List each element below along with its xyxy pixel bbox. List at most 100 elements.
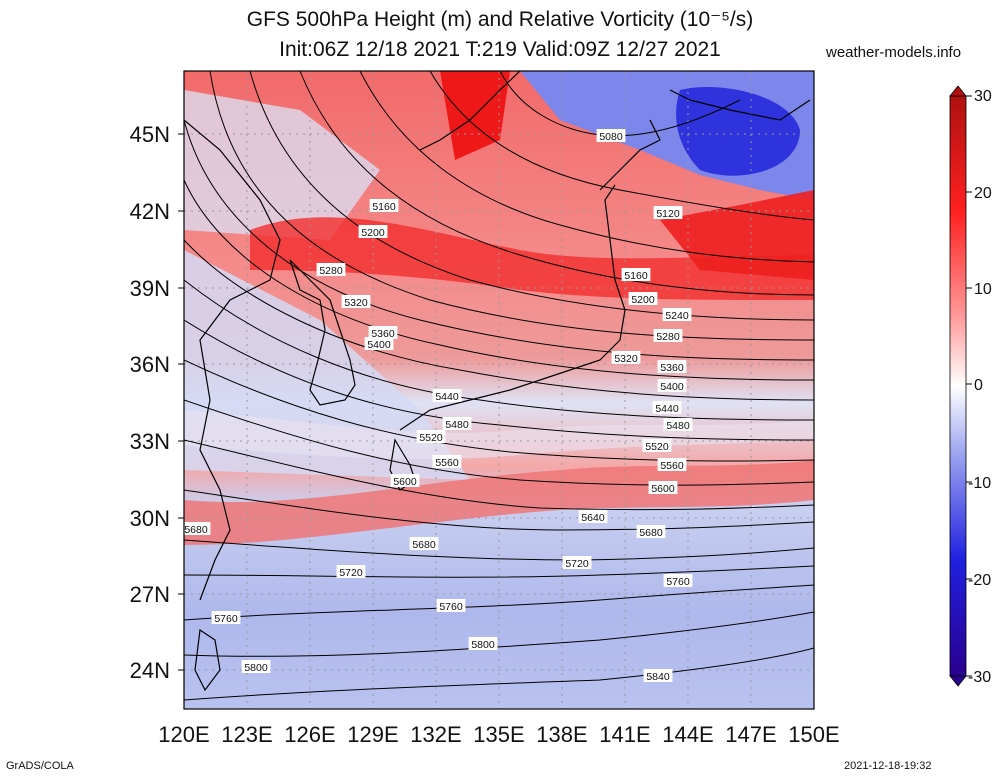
contour-label-bg xyxy=(657,458,687,471)
contour-label: 5760 xyxy=(666,576,690,588)
contour-label: 5560 xyxy=(660,460,684,472)
contour-label: 5760 xyxy=(214,613,238,625)
contour-label: 5360 xyxy=(660,362,684,374)
lon-label: 150E xyxy=(788,722,839,747)
lat-label: 39N xyxy=(130,276,170,301)
contour-label: 5240 xyxy=(665,310,689,322)
contour-label-bg xyxy=(241,660,271,673)
contour-label-bg xyxy=(653,329,683,342)
coast-taiwan xyxy=(194,628,221,692)
coast-russia xyxy=(419,71,521,151)
contour-label: 5400 xyxy=(660,381,684,393)
coast-japan-hokkaido xyxy=(599,119,661,191)
contour-label: 5680 xyxy=(412,539,436,551)
contour-label-bg xyxy=(369,199,399,212)
colorbar-min-triangle xyxy=(949,675,967,687)
lat-label: 33N xyxy=(130,429,170,454)
lon-label: 147E xyxy=(725,722,776,747)
lat-label: 36N xyxy=(130,352,170,377)
contour-label-bg xyxy=(316,263,346,276)
contour-label-bg xyxy=(211,611,241,624)
chart-title-line1: GFS 500hPa Height (m) and Relative Vorti… xyxy=(246,8,754,31)
contour-label-bg xyxy=(358,225,388,238)
contour-label: 5800 xyxy=(471,639,495,651)
contour-label-bg xyxy=(436,599,466,612)
contour-label-bg xyxy=(432,455,462,468)
contour-label-bg xyxy=(657,379,687,392)
contour-label-bg xyxy=(442,417,472,430)
contour-label-bg xyxy=(364,337,394,350)
chart-title-line2: Init:06Z 12/18 2021 T:219 Valid:09Z 12/2… xyxy=(279,38,721,61)
contour-label: 5160 xyxy=(372,201,396,213)
contour-label: 5520 xyxy=(419,432,443,444)
lon-label: 144E xyxy=(662,722,713,747)
coast-sakhalin xyxy=(669,89,811,121)
footer-left: GrADS/COLA xyxy=(6,760,74,772)
colorbar-label: 20 xyxy=(974,185,992,202)
contour-label: 5680 xyxy=(639,527,663,539)
contour-label-bg xyxy=(662,308,692,321)
contour-label: 5760 xyxy=(439,601,463,613)
contour-label: 5120 xyxy=(656,208,680,220)
map-frame xyxy=(183,70,815,710)
lon-labels: 120E 123E 126E 129E 132E 135E 138E 141E … xyxy=(158,722,839,747)
lon-label: 123E xyxy=(221,722,272,747)
contour-label: 5840 xyxy=(646,671,670,683)
contour-label: 5640 xyxy=(581,512,605,524)
contour-label-bg xyxy=(653,206,683,219)
colorbar-label: 0 xyxy=(974,377,983,394)
contour-label-bg xyxy=(596,129,626,142)
colorbar-label: -10 xyxy=(968,475,991,492)
contour-label-bg xyxy=(416,430,446,443)
lon-label: 135E xyxy=(473,722,524,747)
contour-label: 5280 xyxy=(656,331,680,343)
lat-labels: 45N 42N 39N 36N 33N 30N 27N 24N xyxy=(130,122,170,683)
contour-label: 5680 xyxy=(184,524,208,536)
height-contours xyxy=(184,71,814,701)
lat-label: 42N xyxy=(130,199,170,224)
contour-label: 5440 xyxy=(655,403,679,415)
lat-label: 24N xyxy=(130,658,170,683)
contour-label-bg xyxy=(562,556,592,569)
vorticity-field xyxy=(184,71,814,709)
contour-labels: 5080 5120 5160 5200 5280 5160 5200 5240 5320 5360… xyxy=(181,129,693,683)
contour-label-bg xyxy=(643,669,673,682)
contour-label: 5200 xyxy=(361,227,385,239)
contour-label: 5320 xyxy=(344,297,368,309)
colorbar-label: 30 xyxy=(974,88,992,105)
contour-label-bg xyxy=(341,295,371,308)
contour-label-bg xyxy=(578,510,608,523)
contour-label-bg xyxy=(368,326,398,339)
colorbar-label: -20 xyxy=(968,572,991,589)
lon-label: 141E xyxy=(599,722,650,747)
contour-label: 5600 xyxy=(651,483,675,495)
contour-label: 5720 xyxy=(565,558,589,570)
contour-label: 5600 xyxy=(393,476,417,488)
contour-label: 5480 xyxy=(666,420,690,432)
lat-label: 27N xyxy=(130,582,170,607)
contour-label-bg xyxy=(390,474,420,487)
site-label: weather-models.info xyxy=(826,44,962,61)
contour-label-bg xyxy=(663,574,693,587)
coast-china xyxy=(184,119,281,601)
contour-label: 5720 xyxy=(339,567,363,579)
contour-label: 5560 xyxy=(435,457,459,469)
lat-label: 45N xyxy=(130,122,170,147)
colorbar-max-triangle xyxy=(949,85,967,97)
contour-label-bg xyxy=(468,637,498,650)
lon-label: 132E xyxy=(410,722,461,747)
contour-label-bg xyxy=(663,418,693,431)
lon-label: 138E xyxy=(536,722,587,747)
contour-label-bg xyxy=(611,351,641,364)
contour-label-bg xyxy=(657,360,687,373)
contour-label-bg xyxy=(336,565,366,578)
contour-label: 5160 xyxy=(624,270,648,282)
lat-label: 30N xyxy=(130,506,170,531)
contour-label-bg xyxy=(409,537,439,550)
contour-label-bg xyxy=(652,401,682,414)
colorbar-ramp xyxy=(949,95,967,677)
contour-label: 5440 xyxy=(435,391,459,403)
contour-label-bg xyxy=(648,481,678,494)
contour-label-bg xyxy=(181,522,211,535)
